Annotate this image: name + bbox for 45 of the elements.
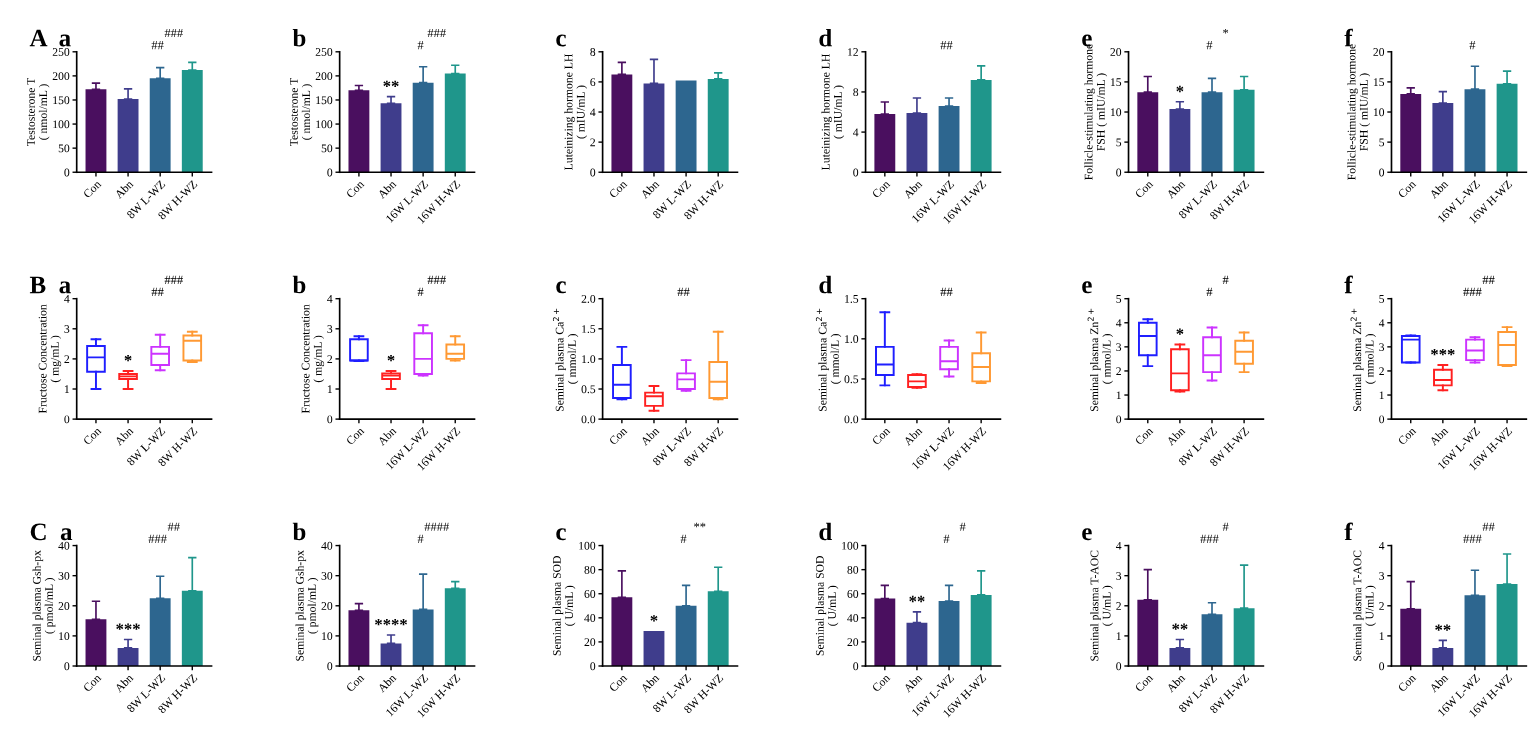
annotation: ** (383, 80, 399, 87)
bar (117, 647, 139, 666)
bar (348, 90, 370, 173)
bar (1400, 93, 1422, 173)
bar (380, 643, 402, 666)
bar (643, 631, 665, 666)
chart-title: d (819, 522, 832, 541)
chart-title: A a (29, 29, 71, 47)
chart-title: d (819, 275, 832, 294)
chart-title: f (1344, 28, 1353, 47)
chart-title: c (556, 34, 566, 47)
annotation: ** (1435, 624, 1451, 631)
chart-title: b (292, 28, 306, 47)
bar (938, 105, 960, 173)
annotation: *** (1431, 348, 1455, 356)
chart-title: b (292, 275, 306, 294)
bar (444, 73, 466, 173)
chart-title: d (819, 28, 832, 47)
bar (1169, 647, 1191, 666)
chart-title: C a (30, 523, 73, 541)
annotation: ** (909, 595, 925, 603)
annotation: * (1176, 85, 1184, 93)
bar (444, 588, 466, 666)
annotation: **** (375, 619, 407, 626)
bar (85, 89, 107, 173)
annotation: * (124, 355, 132, 362)
annotation: * (650, 615, 658, 622)
bar (1169, 109, 1191, 173)
chart-title: f (1344, 522, 1353, 541)
annotation: ** (1172, 623, 1188, 630)
bar (181, 70, 203, 173)
annotation: * (387, 355, 395, 362)
chart-title: c (556, 281, 566, 294)
chart-title: c (556, 528, 566, 541)
bar (380, 103, 402, 173)
chart-title: e (1082, 281, 1092, 294)
chart-title: b (292, 522, 306, 541)
chart-title: f (1344, 275, 1353, 294)
bar (348, 610, 370, 666)
chart-title: B a (29, 276, 71, 294)
annotation: *** (116, 623, 140, 630)
bar (1432, 647, 1454, 666)
chart-title: e (1082, 528, 1092, 541)
annotation: * (1176, 328, 1184, 335)
chart-title: e (1082, 34, 1092, 47)
